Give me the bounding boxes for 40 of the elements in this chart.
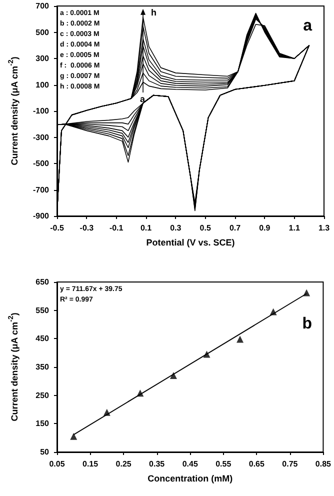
x-tick-label: 0.05 <box>49 460 66 468</box>
x-tick-label: 0.25 <box>116 460 132 468</box>
x-tick-label: 0.15 <box>82 460 99 468</box>
y-tick-label: 500 <box>36 28 50 37</box>
y-tick-label: -900 <box>32 212 50 220</box>
x-tick-label: 0.85 <box>315 460 332 468</box>
x-tick-label: 0.65 <box>248 460 265 468</box>
x-tick-label: 0.35 <box>149 460 166 468</box>
y-tick-label: -500 <box>32 159 50 168</box>
x-axis-title: Potential (V vs. SCE) <box>146 238 235 248</box>
annotation: a <box>303 18 312 34</box>
x-tick-label: 0.9 <box>259 224 271 232</box>
x-tick-label: 1.1 <box>288 224 300 232</box>
x-tick-label: -0.1 <box>109 224 124 232</box>
y-tick-label: 650 <box>36 278 50 286</box>
x-tick-label: 0.5 <box>200 224 212 232</box>
x-tick-label: -0.5 <box>50 224 64 232</box>
y-tick-label: -300 <box>32 132 50 142</box>
y-tick-label: 50 <box>40 448 50 456</box>
x-tick-label: -0.3 <box>80 224 94 232</box>
x-tick-label: 0.3 <box>170 224 182 232</box>
y-tick-label: 450 <box>36 334 50 344</box>
y-tick-label: 700 <box>36 2 50 10</box>
x-tick-label: 0.55 <box>216 460 232 468</box>
y-tick-label: 350 <box>36 362 50 372</box>
x-tick-label: 1.3 <box>318 224 330 232</box>
y-tick-label: 100 <box>36 80 50 90</box>
x-tick-label: 0.7 <box>229 224 242 232</box>
x-tick-label: 0.75 <box>282 460 298 468</box>
y-tick-label: -700 <box>32 185 50 194</box>
y-tick-label: -100 <box>32 106 50 116</box>
annotation: h <box>151 7 157 18</box>
y-tick-label: 550 <box>36 306 50 315</box>
x-tick-label: 0.45 <box>182 460 198 468</box>
x-tick-label: 0.1 <box>140 224 152 232</box>
x-axis-title: Concentration (mM) <box>148 474 233 484</box>
y-tick-label: 150 <box>36 419 50 428</box>
y-tick-label: 250 <box>36 390 50 400</box>
annotation: b <box>302 316 312 332</box>
y-tick-label: 300 <box>36 54 50 63</box>
